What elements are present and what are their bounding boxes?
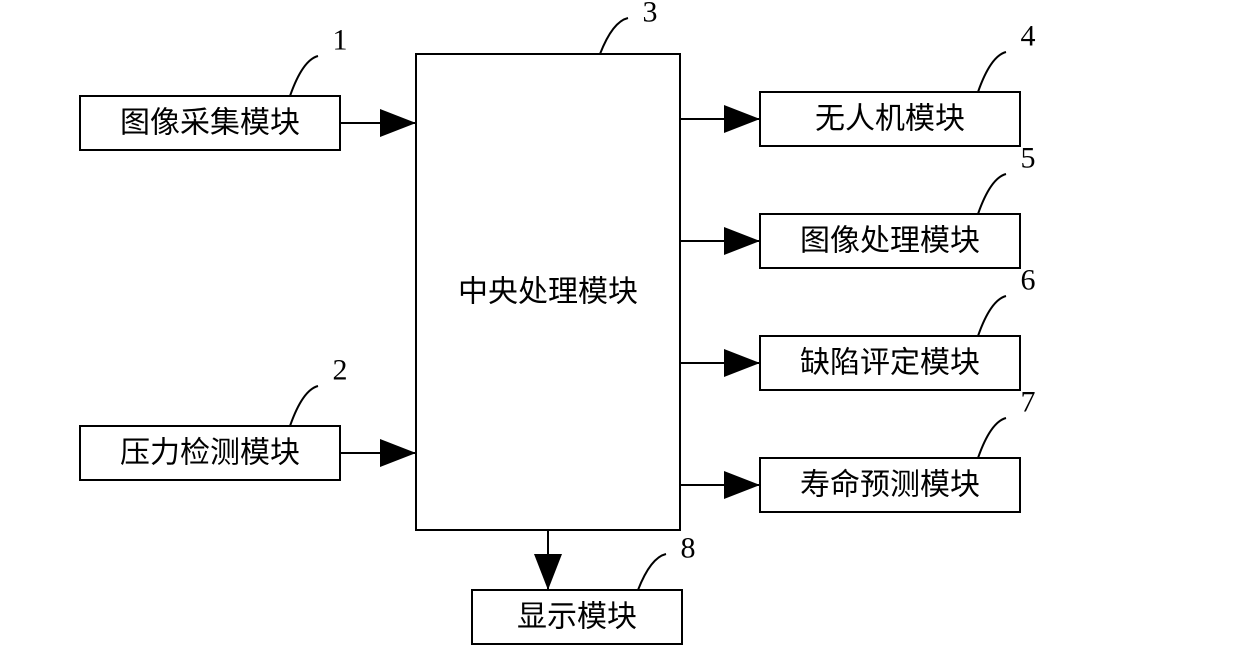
callout-leader-n3 (600, 18, 628, 54)
node-label-n4: 无人机模块 (815, 103, 965, 136)
callout-leader-n6 (978, 296, 1006, 336)
callout-leader-n7 (978, 418, 1006, 458)
nodes-layer: 图像采集模块压力检测模块 中央处理模块 无人机模块图像处理模块缺陷评定模块寿命预测模… (80, 54, 1020, 644)
node-label-n7: 寿命预测模块 (800, 469, 980, 502)
callout-leader-n4 (978, 52, 1006, 92)
callout-number-n2: 2 (333, 354, 348, 387)
callout-number-n3: 3 (643, 0, 658, 29)
node-n8: 显示模块 (472, 590, 682, 644)
node-label-n5: 图像处理模块 (800, 225, 980, 258)
node-n6: 缺陷评定模块 (760, 336, 1020, 390)
node-n5: 图像处理模块 (760, 214, 1020, 268)
callout-leader-n2 (290, 386, 318, 426)
node-n2: 压力检测模块 (80, 426, 340, 480)
node-label-n6: 缺陷评定模块 (800, 347, 980, 380)
node-label-n8: 显示模块 (517, 601, 637, 634)
system-block-diagram: 图像采集模块压力检测模块 中央处理模块 无人机模块图像处理模块缺陷评定模块寿命预测模… (0, 0, 1240, 672)
callout-number-n7: 7 (1021, 386, 1036, 419)
node-label-n3: 中央处理模块 (458, 276, 638, 309)
callout-number-n4: 4 (1021, 20, 1036, 53)
callout-leader-n8 (638, 554, 666, 590)
node-n3: 中央处理模块 (416, 54, 680, 530)
node-n4: 无人机模块 (760, 92, 1020, 146)
node-label-n2: 压力检测模块 (120, 437, 300, 470)
node-label-n1: 图像采集模块 (120, 107, 300, 140)
node-n7: 寿命预测模块 (760, 458, 1020, 512)
callout-number-n5: 5 (1021, 142, 1036, 175)
node-n1: 图像采集模块 (80, 96, 340, 150)
callout-leader-n1 (290, 56, 318, 96)
callout-number-n6: 6 (1021, 264, 1036, 297)
callout-number-n1: 1 (333, 24, 348, 57)
callout-leader-n5 (978, 174, 1006, 214)
callout-number-n8: 8 (681, 532, 696, 565)
